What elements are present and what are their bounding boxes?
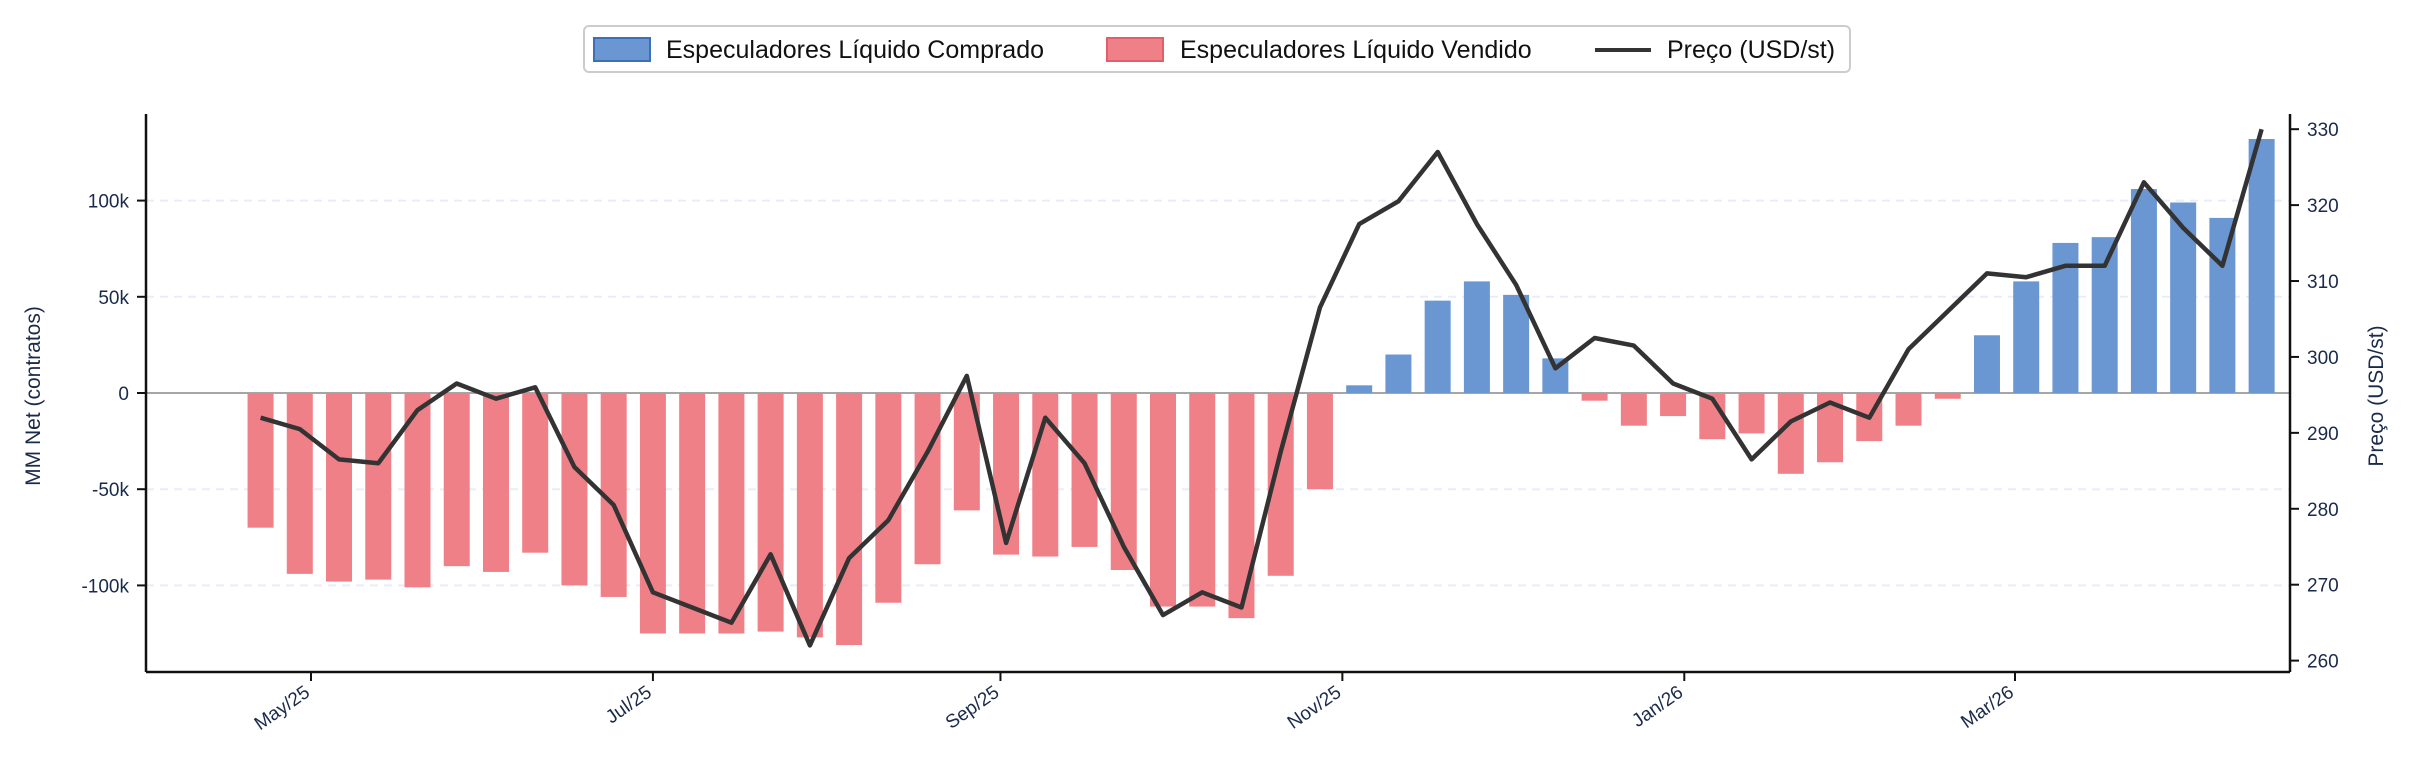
legend-frame	[583, 25, 1851, 73]
bar-long	[2248, 139, 2275, 393]
bar-long	[1385, 354, 1412, 393]
bar-short	[679, 393, 706, 634]
bar-short	[443, 393, 470, 567]
bar-long	[2209, 217, 2236, 393]
right-tick-label: 290	[2307, 424, 2339, 445]
bar-short	[718, 393, 745, 634]
bar-short	[1189, 393, 1216, 607]
right-tick-label: 310	[2307, 272, 2339, 293]
bar-long	[2170, 202, 2197, 393]
right-tick-label: 280	[2307, 500, 2339, 521]
bar-short	[286, 393, 313, 574]
x-tick-label: Jan/26	[1628, 682, 1687, 732]
bar-short	[1895, 393, 1922, 426]
x-axis-ticks: May/25 Jul/25 Sep/25 Nov/25 Jan/26 Mar/26	[251, 672, 2018, 735]
bar-short	[796, 393, 823, 638]
legend-label-short: Especuladores Líquido Vendido	[1180, 36, 1532, 64]
right-tick-label: 300	[2307, 348, 2339, 369]
left-tick-label: 50k	[98, 288, 129, 309]
bar-short	[482, 393, 509, 572]
bar-long	[1503, 294, 1530, 393]
bar-short	[757, 393, 784, 632]
legend-label-long: Especuladores Líquido Comprado	[666, 36, 1044, 64]
left-axis-title: MM Net (contratos)	[22, 306, 45, 486]
bar-short	[1110, 393, 1137, 571]
right-axis-ticks: 260 270 280 290 300 310 320 330	[2290, 120, 2339, 673]
bar-short	[326, 393, 353, 582]
right-tick-label: 260	[2307, 652, 2339, 673]
legend: Especuladores Líquido Comprado Especulad…	[583, 25, 1851, 73]
bar-short	[247, 393, 274, 528]
bar-short	[993, 393, 1020, 555]
bar-short	[875, 393, 902, 603]
bar-short	[1620, 393, 1647, 426]
legend-swatch-long	[593, 37, 651, 62]
bars	[247, 139, 2275, 646]
bar-long	[2130, 189, 2157, 393]
bar-short	[1071, 393, 1098, 547]
left-tick-label: -100k	[81, 576, 129, 597]
bar-short	[914, 393, 941, 565]
bar-short	[836, 393, 863, 646]
x-tick-label: Nov/25	[1284, 682, 1345, 734]
x-tick-label: May/25	[251, 682, 314, 735]
left-tick-label: 100k	[88, 192, 130, 213]
right-tick-label: 270	[2307, 576, 2339, 597]
price-line	[259, 128, 2264, 648]
bar-short	[365, 393, 392, 580]
right-axis-title: Preço (USD/st)	[2365, 325, 2388, 466]
x-tick-label: Jul/25	[602, 682, 656, 728]
bar-short	[1934, 393, 1961, 399]
bar-short	[1660, 393, 1687, 417]
bar-long	[2091, 237, 2118, 393]
bar-long	[1346, 385, 1373, 393]
x-tick-label: Sep/25	[942, 682, 1003, 734]
bar-short	[522, 393, 549, 553]
bar-long	[1424, 300, 1451, 393]
right-tick-label: 330	[2307, 120, 2339, 141]
left-tick-label: 0	[118, 384, 129, 405]
bar-short	[1228, 393, 1255, 619]
bar-short	[1777, 393, 1804, 474]
bar-long	[1463, 281, 1490, 393]
bar-short	[1581, 393, 1608, 401]
bar-short	[561, 393, 588, 586]
left-tick-label: -50k	[92, 480, 129, 501]
x-tick-label: Mar/26	[1957, 682, 2017, 733]
bar-short	[1738, 393, 1765, 434]
bar-long	[1973, 335, 2000, 393]
left-axis-ticks: -100k -50k 0 50k 100k	[81, 192, 146, 597]
right-tick-label: 320	[2307, 196, 2339, 217]
bar-short	[1150, 393, 1176, 607]
legend-swatch-short	[1106, 37, 1164, 62]
bar-long	[2013, 281, 2040, 393]
legend-label-price: Preço (USD/st)	[1667, 36, 1835, 64]
bar-short	[1306, 393, 1333, 490]
